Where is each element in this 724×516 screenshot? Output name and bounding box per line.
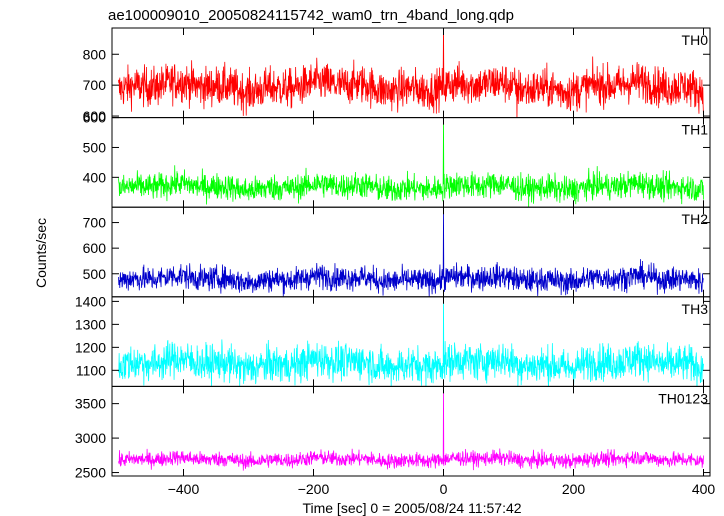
y-tick-label: 3000: [75, 430, 106, 446]
x-axis-label: Time [sec] 0 = 2005/08/24 11:57:42: [302, 500, 521, 516]
y-tick-label: 400: [83, 169, 107, 185]
y-tick-label: 700: [83, 77, 107, 93]
y-tick-label: 600: [83, 110, 107, 126]
y-tick-label: 1300: [75, 316, 106, 332]
series-th0123: [118, 386, 704, 471]
panel-frame: [111, 117, 711, 208]
x-tick-label: −400: [168, 481, 200, 497]
x-tick-label: −200: [298, 481, 330, 497]
series-th1: [118, 119, 704, 208]
x-tick-label: 200: [562, 481, 586, 497]
y-tick-label: 500: [83, 266, 107, 282]
panel-th2: 500 600 700 TH2: [83, 206, 711, 298]
y-tick-label: 500: [83, 139, 107, 155]
panel-frame: [111, 385, 711, 477]
panel-label: TH0123: [658, 390, 708, 406]
panel-th1: 400 500 600 TH1: [83, 110, 711, 208]
chart-title: ae100009010_20050824115742_wam0_trn_4ban…: [108, 7, 514, 24]
panel-label: TH1: [682, 122, 709, 138]
y-tick-label: 1100: [76, 362, 106, 378]
y-tick-label: 700: [83, 215, 107, 231]
y-tick-label: 800: [83, 46, 107, 62]
panel-label: TH3: [682, 301, 709, 317]
y-tick-label: 3500: [75, 396, 106, 412]
panel-label: TH2: [682, 211, 709, 227]
panel-frame: [111, 206, 711, 298]
series-th3: [118, 296, 704, 387]
panel-frame: [111, 27, 711, 119]
series-th0: [118, 28, 704, 118]
y-tick-label: 600: [83, 108, 107, 124]
panel-th0: 600 700 800 TH0: [83, 27, 711, 124]
y-tick-label: 1400: [75, 293, 106, 309]
y-tick-label: 600: [83, 240, 107, 256]
y-tick-label: 1200: [75, 339, 106, 355]
panel-th0123: 2500 3000 3500 TH0123: [75, 385, 711, 481]
x-tick-label: 0: [440, 481, 448, 497]
y-axis-label: Counts/sec: [33, 218, 49, 288]
series-th2: [118, 207, 704, 297]
panel-label: TH0: [682, 32, 709, 48]
panel-th3: 1100 1200 1300 1400 TH3: [75, 293, 711, 387]
x-tick-label: 400: [692, 481, 716, 497]
y-tick-label: 2500: [75, 465, 106, 481]
